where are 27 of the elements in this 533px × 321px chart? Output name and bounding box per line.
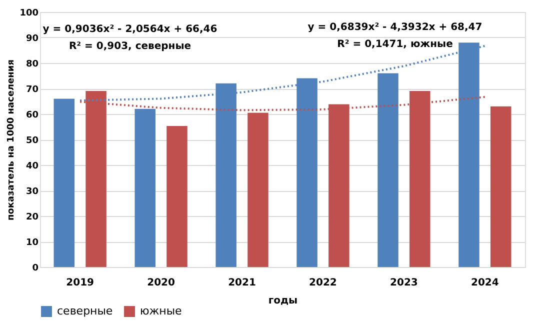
y-tick-label: 70 [26,85,38,95]
x-tick-label: 2021 [228,278,256,288]
x-tick-label: 2020 [147,278,175,288]
y-tick-label: 0 [32,264,38,274]
bar [166,126,188,267]
y-tick-label: 20 [26,212,38,222]
annotation: y = 0,6839x² - 4,3932x + 68,47 R² = 0,1471, южные [308,22,482,50]
y-tick-label: 90 [26,34,38,44]
x-tick-label: 2024 [471,278,499,288]
legend-label: северные [57,304,113,318]
bar [490,106,512,267]
legend-label: южные [140,304,182,318]
y-axis-title: показатель на 1000 населения [6,59,17,220]
annotation: y = 0,9036x² - 2,0564x + 66,46 R² = 0,903, северные [42,24,218,52]
x-tick-label: 2019 [66,278,94,288]
y-tick-label: 10 [26,238,38,248]
y-tick-label: 80 [26,60,38,70]
x-axis-title: годы [268,296,298,306]
y-tick-label: 60 [26,110,38,120]
y-tick-label: 40 [26,162,38,172]
y-tick-label: 30 [26,187,38,197]
y-tick-label: 100 [20,8,38,18]
bar [134,108,156,267]
y-tick-label: 50 [26,136,38,146]
x-tick-label: 2022 [309,278,337,288]
bar [54,98,74,267]
x-tick-label: 2023 [390,278,418,288]
